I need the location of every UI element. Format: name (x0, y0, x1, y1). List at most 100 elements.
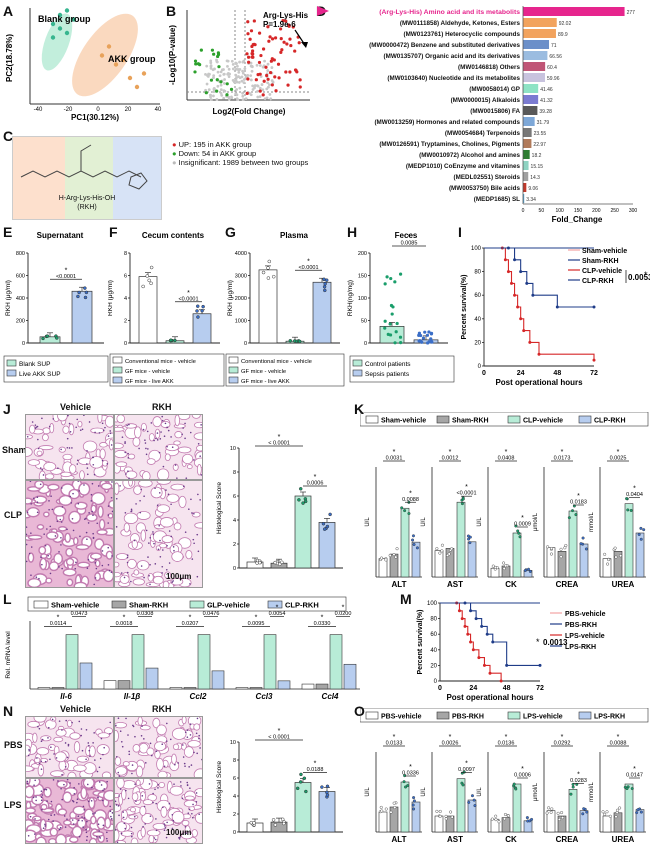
p-value: <0.0001 (298, 265, 318, 271)
nucleus (92, 532, 94, 535)
nucleus (97, 485, 100, 487)
nucleus (58, 551, 60, 553)
alveolus (55, 728, 67, 737)
nucleus (71, 819, 74, 821)
alveolus (123, 512, 139, 524)
nucleus (81, 428, 84, 431)
alveolus (66, 719, 73, 728)
data-dot (84, 290, 89, 295)
sig-star: * (561, 449, 564, 456)
alveolus (73, 581, 88, 591)
fold-change-category: (MW0000472) Benzene and substituted deri… (369, 42, 520, 49)
volcano-point (227, 75, 231, 79)
alveolus (19, 765, 34, 773)
data-dot (195, 304, 200, 308)
volcano-plot: Arg-Lys-His P=1.9e-6 Log2(Fold Change) -… (168, 10, 310, 116)
alveolus (77, 420, 83, 428)
alveolus (73, 741, 81, 754)
nucleus (34, 427, 37, 429)
nucleus (196, 575, 199, 578)
volcano-point (237, 81, 241, 84)
volcano-point (256, 95, 260, 99)
p-value: <0.0001 (456, 491, 476, 497)
data-dot (392, 801, 396, 805)
alveolus (94, 572, 101, 582)
data-dot (280, 817, 285, 822)
y-tick: 3000 (235, 274, 247, 280)
nucleus (87, 558, 90, 561)
data-dot (447, 552, 451, 556)
nucleus (197, 550, 200, 553)
alveolus (78, 482, 91, 496)
data-dot (271, 274, 276, 279)
alveolus (114, 449, 128, 459)
data-dot (614, 555, 618, 559)
nucleus (86, 467, 89, 469)
fold-change-value: 22.97 (533, 142, 546, 148)
nucleus (130, 835, 133, 838)
histology-pbs-rkh (112, 714, 208, 782)
sig-star: * (321, 615, 324, 622)
alveolus (119, 574, 130, 584)
bar (434, 550, 444, 578)
alveolus (132, 744, 141, 753)
panel-label-i: I (458, 224, 462, 240)
nucleus (41, 738, 44, 741)
nucleus (166, 426, 168, 429)
nucleus (152, 531, 154, 533)
data-dot (613, 546, 617, 550)
data-dot (412, 799, 416, 803)
nucleus (86, 567, 89, 570)
nucleus (40, 760, 43, 763)
alveolus (116, 821, 127, 833)
bar (568, 510, 578, 578)
p-value: 0.0183 (570, 500, 587, 506)
nucleus (116, 841, 119, 844)
n-row-pbs: PBS (4, 740, 23, 750)
marker-name: ALT (392, 835, 407, 844)
nucleus (126, 571, 129, 574)
nucleus (184, 825, 187, 828)
nucleus (135, 800, 137, 803)
nucleus (163, 829, 166, 831)
nucleus (49, 572, 52, 575)
marker-name: UREA (612, 580, 635, 589)
pca-point (106, 44, 112, 49)
volcano-point (251, 84, 255, 88)
legend-swatch (352, 359, 363, 367)
volcano-point-down (193, 59, 198, 63)
nucleus (184, 731, 187, 734)
nucleus (139, 511, 142, 514)
pca-point (71, 17, 77, 22)
legend-label: Sham-vehicle (582, 248, 627, 255)
volcano-point (209, 98, 213, 102)
nucleus (41, 563, 43, 566)
unit-label: U/L (365, 787, 371, 797)
nucleus (54, 535, 57, 537)
survival-point (471, 648, 475, 652)
volcano-point-down (216, 51, 220, 55)
alveolus (139, 805, 147, 816)
alveolus (126, 558, 137, 569)
alveolus (122, 761, 130, 767)
nucleus (38, 762, 41, 765)
data-dot (461, 497, 465, 501)
data-dot (380, 809, 384, 813)
alveolus (56, 824, 64, 830)
data-dot (145, 274, 150, 278)
pca-xtick: 0 (96, 107, 100, 113)
alveolus (127, 453, 136, 460)
volcano-point (231, 78, 235, 82)
alveolus (100, 482, 113, 491)
nucleus (109, 430, 112, 432)
nucleus (38, 727, 41, 730)
bar (37, 687, 51, 690)
nucleus (32, 497, 35, 500)
fold-change-bar (523, 183, 527, 192)
nucleus (142, 428, 145, 431)
volcano-point (235, 80, 239, 84)
nucleus (189, 583, 191, 585)
nucleus (125, 789, 127, 792)
nucleus (184, 437, 186, 440)
volcano-point-up (246, 55, 251, 59)
